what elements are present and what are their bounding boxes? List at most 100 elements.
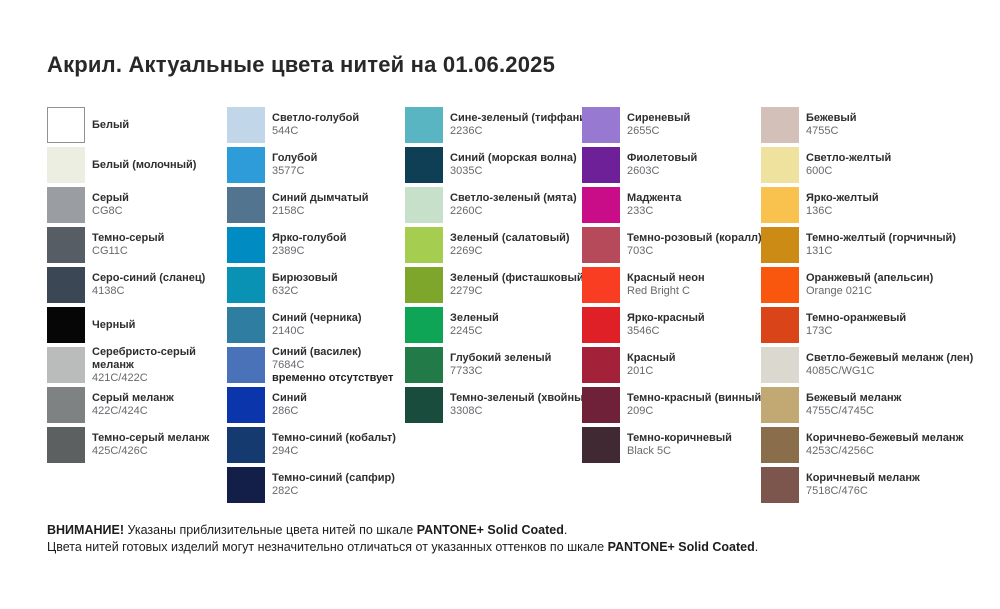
color-name: Серый	[92, 192, 129, 204]
color-swatch-row: Темно-красный (винный) 209C	[582, 387, 765, 423]
color-code: 425C/426C	[92, 445, 148, 457]
color-code: 233C	[627, 205, 654, 217]
color-swatch-row: Черный	[47, 307, 209, 343]
color-swatch-row: Светло-желтый 600C	[761, 147, 973, 183]
swatch-label: Черный	[92, 319, 135, 332]
swatch-label: Зеленый 2245C	[450, 312, 499, 338]
color-code: 4755C/4745C	[806, 405, 874, 417]
color-code: 422C/424C	[92, 405, 148, 417]
color-name: Темно-серый меланж	[92, 432, 210, 444]
color-swatch	[227, 187, 265, 223]
color-swatch-row: Синий (василек) 7684C временно отсутствует	[227, 345, 396, 384]
swatch-label: Светло-голубой 544C	[272, 112, 359, 138]
color-swatch-row: Темно-серый меланж 425C/426C	[47, 427, 209, 463]
color-code: 7518C/476C	[806, 485, 868, 497]
color-name: Серо-синий (сланец)	[92, 272, 206, 284]
swatch-label: Светло-зеленый (мята) 2260C	[450, 192, 577, 218]
color-name: Темно-синий (сапфир)	[272, 472, 395, 484]
color-swatch	[47, 427, 85, 463]
color-code: 2140C	[272, 325, 305, 337]
color-code: 209C	[627, 405, 654, 417]
color-swatch-row: Сиреневый 2655C	[582, 107, 765, 143]
color-swatch	[227, 107, 265, 143]
footer-line-1: ВНИМАНИЕ! Указаны приблизительные цвета …	[47, 522, 758, 539]
swatch-label: Темно-желтый (горчичный) 131C	[806, 232, 956, 258]
swatch-label: Ярко-красный 3546C	[627, 312, 705, 338]
swatch-label: Оранжевый (апельсин) Orange 021C	[806, 272, 933, 298]
color-swatch-row: Серый CG8C	[47, 187, 209, 223]
color-code: Black 5C	[627, 445, 672, 457]
color-code: 2158C	[272, 205, 305, 217]
color-swatch-row: Белый (молочный)	[47, 147, 209, 183]
attention-label: ВНИМАНИЕ!	[47, 523, 124, 537]
color-code: 2269C	[450, 245, 483, 257]
swatch-label: Темно-розовый (коралл) 703C	[627, 232, 762, 258]
color-code: 2279C	[450, 285, 483, 297]
color-name: Темно-желтый (горчичный)	[806, 232, 956, 244]
color-code: CG8C	[92, 205, 123, 217]
color-code: 4755C	[806, 125, 839, 137]
color-code: 3308C	[450, 405, 483, 417]
color-swatch	[582, 147, 620, 183]
color-swatch-row: Светло-голубой 544C	[227, 107, 396, 143]
swatch-label: Коричнево-бежевый меланж 4253C/4256C	[806, 432, 963, 458]
color-swatch-row: Голубой 3577C	[227, 147, 396, 183]
color-name: Светло-голубой	[272, 112, 360, 124]
color-code: 7684C	[272, 358, 305, 371]
color-code: 2655C	[627, 125, 660, 137]
color-swatch	[47, 187, 85, 223]
color-name: Синий (василек)	[272, 345, 362, 358]
color-swatch	[227, 307, 265, 343]
color-code: 2389C	[272, 245, 305, 257]
swatch-label: Зеленый (салатовый) 2269C	[450, 232, 570, 258]
color-code: 131C	[806, 245, 833, 257]
color-swatch-row: Красный неон Red Bright C	[582, 267, 765, 303]
color-swatch	[761, 267, 799, 303]
color-name: Бежевый меланж	[806, 392, 902, 404]
color-name: Коричнево-бежевый меланж	[806, 432, 964, 444]
color-name: Маджента	[627, 192, 682, 204]
color-code: 2245C	[450, 325, 483, 337]
color-name: Темно-оранжевый	[806, 312, 907, 324]
color-swatch	[761, 347, 799, 383]
swatch-column: Бежевый 4755C Светло-желтый 600C Ярко-желтый…	[761, 107, 973, 507]
color-code: 7733C	[450, 365, 483, 377]
footer-line-2: Цвета нитей готовых изделий могут незнач…	[47, 539, 758, 556]
pantone-scale-label: PANTONE+ Solid Coated	[416, 523, 564, 537]
swatch-label: Светло-бежевый меланж (лен) 4085C/WG1C	[806, 352, 973, 378]
color-swatch-row: Фиолетовый 2603C	[582, 147, 765, 183]
color-code: CG11C	[92, 245, 128, 257]
color-code: 4138C	[92, 285, 125, 297]
color-swatch-row: Коричнево-бежевый меланж 4253C/4256C	[761, 427, 973, 463]
footer-line2-text: Цвета нитей готовых изделий могут незнач…	[47, 540, 608, 554]
color-swatch	[47, 107, 85, 143]
color-swatch-row: Темно-оранжевый 173C	[761, 307, 973, 343]
color-code: 600C	[806, 165, 833, 177]
swatch-label: Бежевый 4755C	[806, 112, 857, 138]
color-swatch-row: Темно-зеленый (хвойный) 3308C	[405, 387, 594, 423]
swatch-label: Темно-синий (кобальт) 294C	[272, 432, 396, 458]
color-swatch	[47, 147, 85, 183]
color-name: Серый меланж	[92, 392, 174, 404]
color-swatch	[227, 227, 265, 263]
swatch-label: Серый меланж 422C/424C	[92, 392, 174, 418]
color-swatch	[227, 347, 265, 383]
color-swatch-row: Серо-синий (сланец) 4138C	[47, 267, 209, 303]
color-name: Сиреневый	[627, 112, 691, 124]
footer-line2-end: .	[754, 540, 759, 554]
color-swatch	[582, 427, 620, 463]
swatch-label: Сине-зеленый (тиффани) 2236C	[450, 112, 590, 138]
color-swatch	[761, 467, 799, 503]
color-swatch-row: Бежевый 4755C	[761, 107, 973, 143]
color-name: Синий дымчатый	[272, 192, 369, 204]
color-name: Красный	[627, 352, 676, 364]
swatch-label: Голубой 3577C	[272, 152, 317, 178]
color-name: Зеленый	[450, 312, 499, 324]
swatch-label: Маджента 233C	[627, 192, 681, 218]
swatch-label: Красный неон Red Bright C	[627, 272, 705, 298]
color-swatch	[761, 147, 799, 183]
color-swatch-row: Зеленый 2245C	[405, 307, 594, 343]
color-code: 2236C	[450, 125, 483, 137]
color-name: Ярко-голубой	[272, 232, 347, 244]
swatch-column: Сиреневый 2655C Фиолетовый 2603C Маджента 233…	[582, 107, 765, 467]
